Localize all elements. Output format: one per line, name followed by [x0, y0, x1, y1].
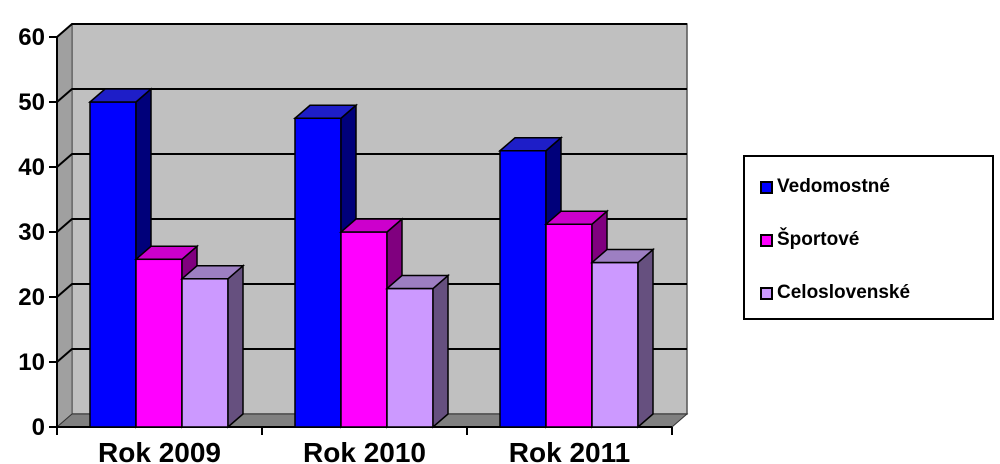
gridline	[56, 153, 687, 168]
x-category-label: Rok 2011	[509, 437, 630, 464]
bar	[589, 247, 656, 429]
gridline	[56, 88, 687, 103]
bar	[179, 264, 246, 429]
legend-label-sportove: Športové	[777, 229, 860, 250]
y-tick-label: 20	[18, 284, 45, 311]
bar-front	[545, 223, 593, 428]
bar-top	[543, 210, 610, 225]
bar-top	[87, 88, 154, 103]
gridline	[56, 23, 687, 38]
legend-item-celoslovenske: Celoslovenské	[760, 282, 910, 304]
bar-front	[294, 117, 342, 428]
label-layer: 0 10 20 30 40 50 60 Rok 2009 Rok 2010 Rok 2011	[18, 24, 630, 464]
y-tick-label: 60	[18, 24, 45, 51]
bar-front	[89, 101, 137, 428]
bar-front	[499, 150, 547, 428]
bar-front	[181, 278, 229, 428]
gridline	[56, 283, 687, 298]
x-category-label: Rok 2009	[98, 437, 221, 464]
bar-front	[591, 261, 639, 428]
y-tick-label: 30	[18, 219, 45, 246]
y-tick-label: 50	[18, 89, 45, 116]
bar-side	[637, 247, 654, 429]
bar-top	[497, 137, 564, 152]
x-category-label: Rok 2010	[303, 437, 426, 464]
bar-side	[227, 264, 244, 429]
y-tick-label: 0	[32, 414, 45, 441]
y-tick-label: 40	[18, 154, 45, 181]
bar-top	[338, 218, 405, 233]
legend-label-celoslovenske: Celoslovenské	[777, 282, 911, 303]
gridline	[56, 348, 687, 363]
bar	[384, 273, 451, 429]
y-tick-label: 10	[18, 349, 45, 376]
bar-front	[135, 258, 183, 428]
bar-top	[292, 104, 359, 119]
bar-top	[133, 245, 200, 261]
bar-front	[386, 287, 434, 428]
legend-label-vedomostne: Vedomostné	[777, 176, 890, 197]
legend-item-sportove: Športové	[760, 229, 859, 251]
bar-top	[384, 274, 451, 290]
legend-swatch-celoslovenske	[760, 286, 773, 300]
legend-swatch-sportove	[760, 233, 773, 247]
bar-top	[589, 248, 656, 264]
legend: Vedomostné Športové Celoslovenské	[743, 155, 994, 320]
gridline	[56, 218, 687, 233]
legend-swatch-vedomostne	[760, 180, 773, 194]
bar-front	[340, 231, 388, 428]
legend-item-vedomostne: Vedomostné	[760, 176, 890, 198]
bar-side	[432, 273, 449, 429]
bar-top	[179, 265, 246, 280]
bar-layer	[87, 87, 656, 429]
